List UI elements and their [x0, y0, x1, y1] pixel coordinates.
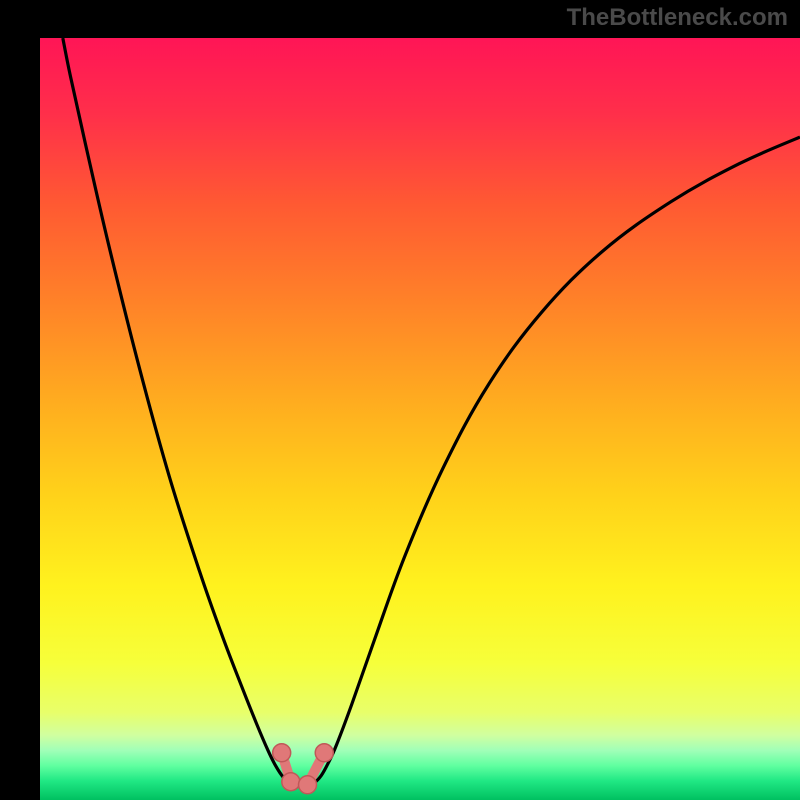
chart-plot-area: [40, 38, 800, 800]
watermark-text: TheBottleneck.com: [567, 4, 788, 32]
chart-background-gradient: [40, 38, 800, 800]
